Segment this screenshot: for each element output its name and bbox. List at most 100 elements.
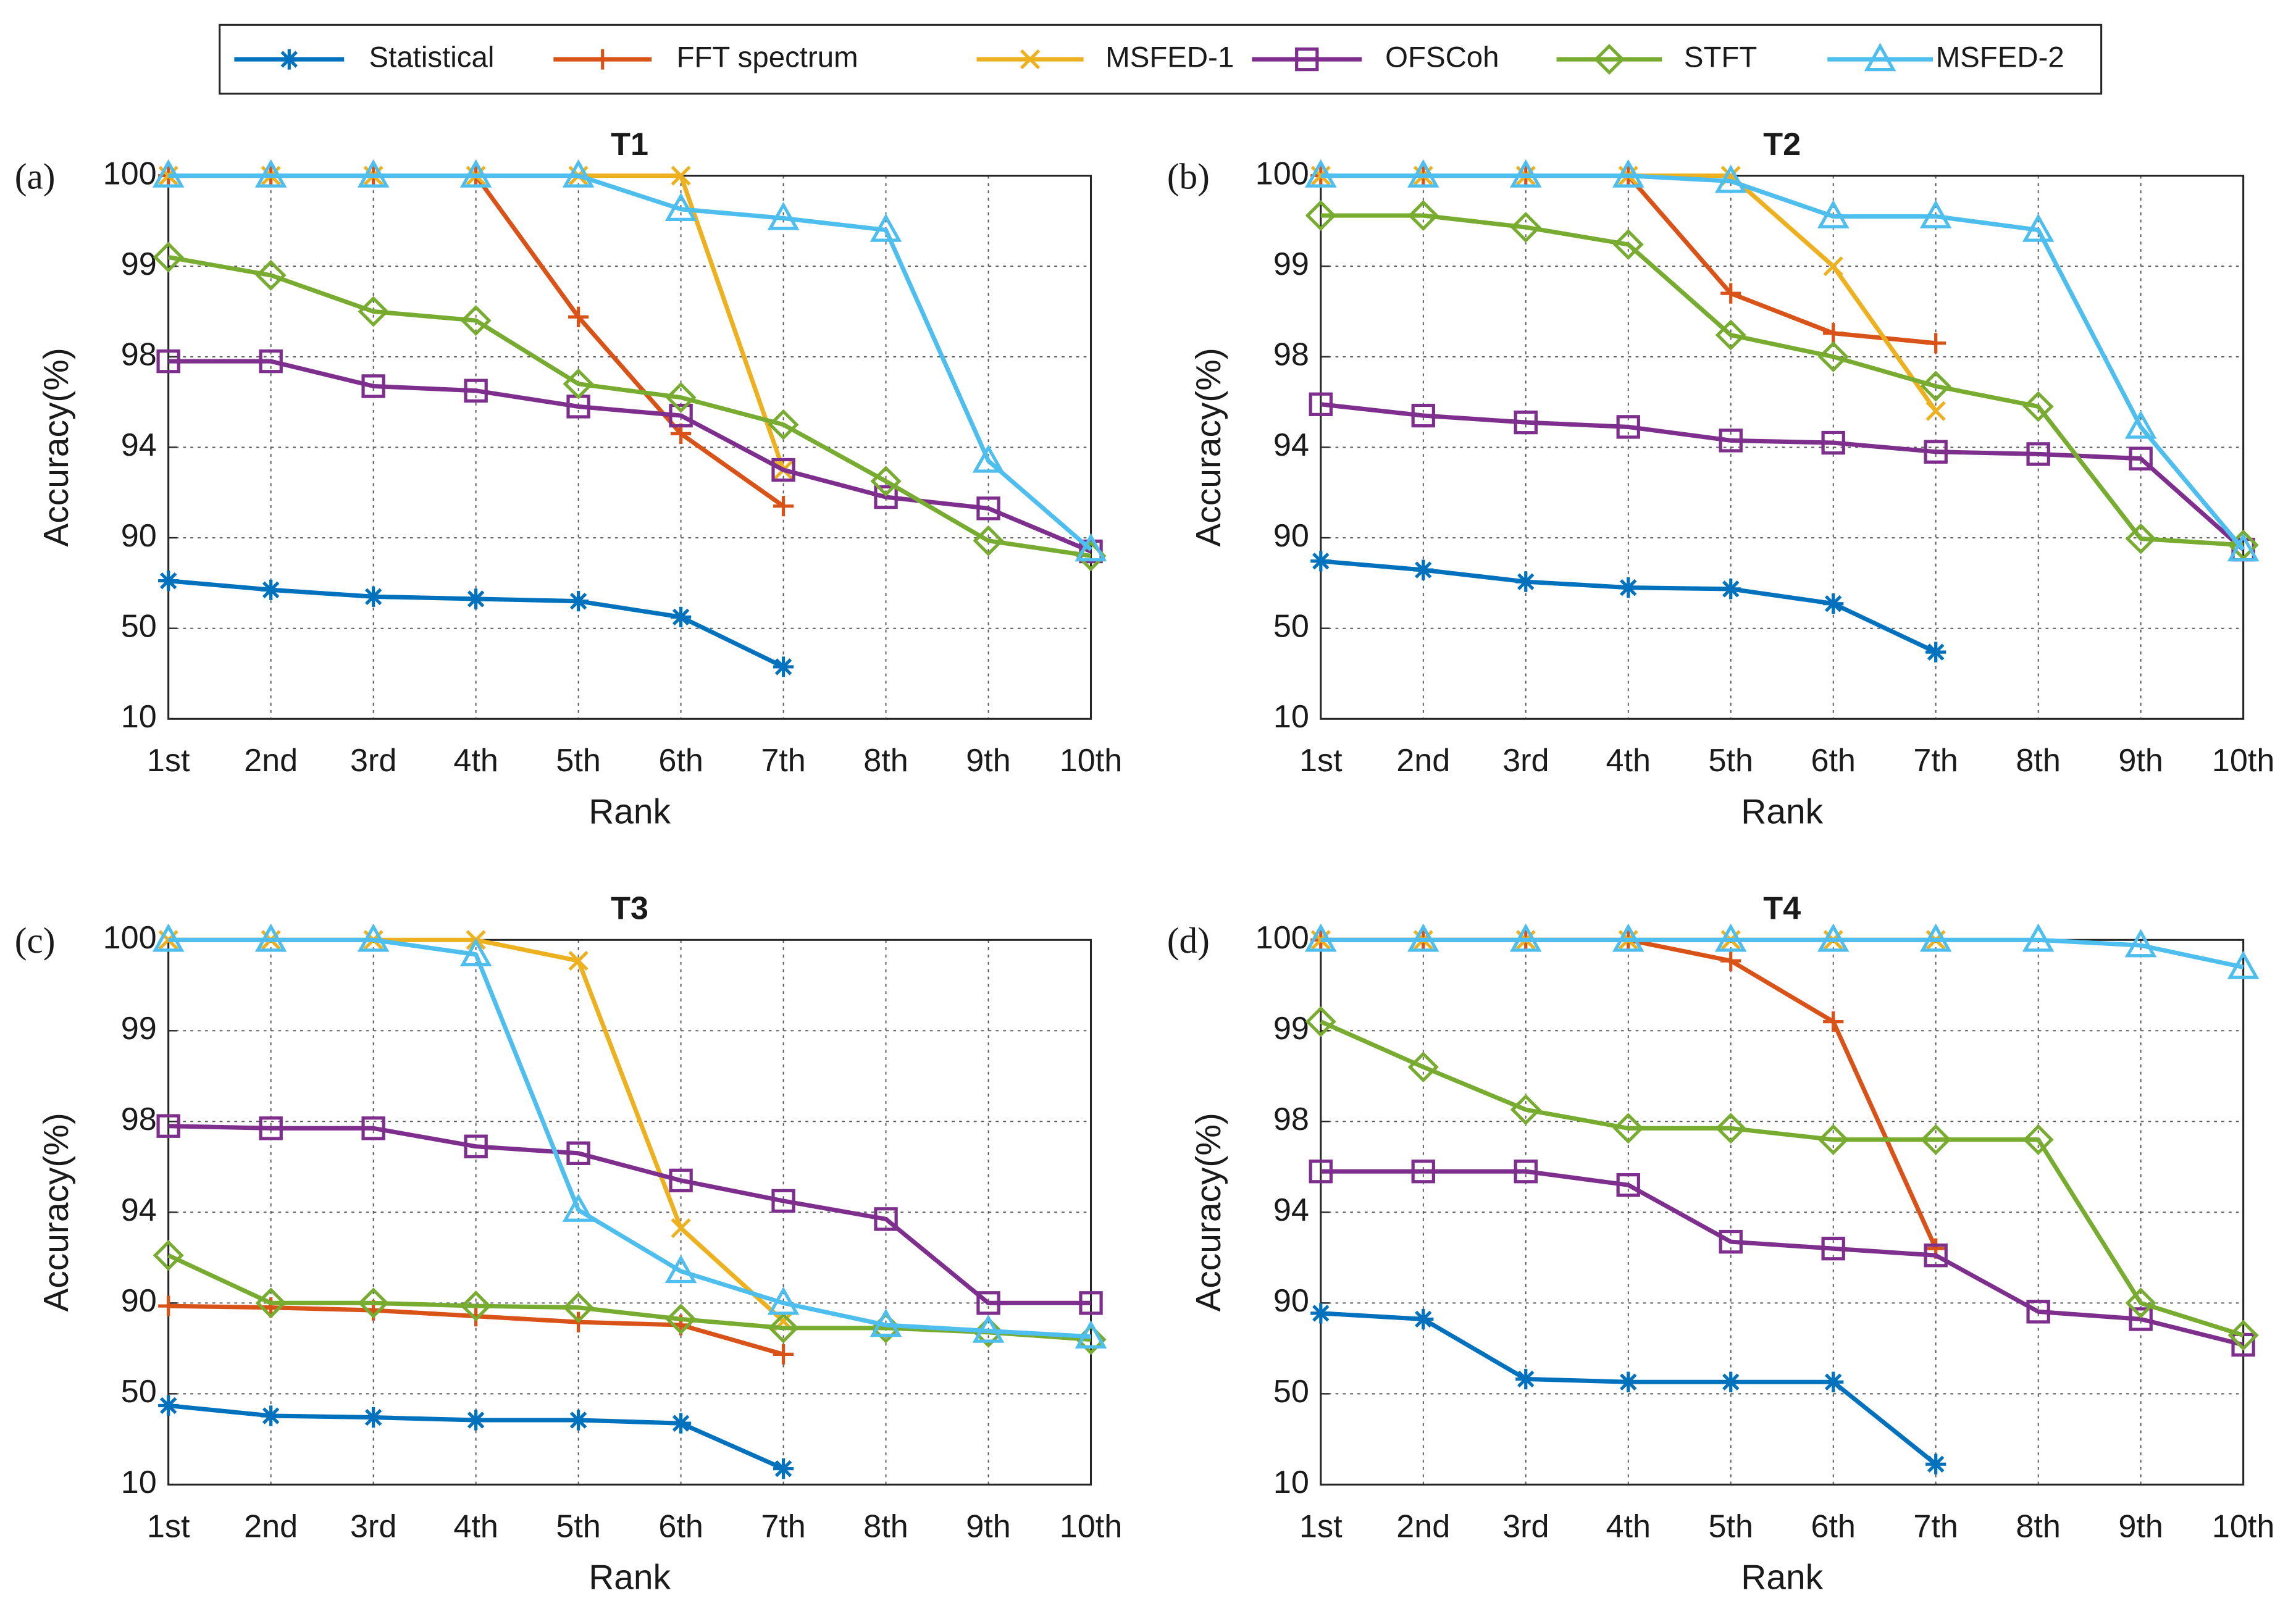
marker xyxy=(2125,1287,2156,1319)
y-tick-label: 50 xyxy=(121,1374,157,1410)
chart-title: T3 xyxy=(611,891,648,927)
marker xyxy=(771,1189,795,1213)
marker xyxy=(1925,642,1946,663)
marker xyxy=(1612,228,1644,261)
marker xyxy=(568,951,589,971)
marker xyxy=(358,296,389,327)
y-tick-label: 94 xyxy=(1273,427,1309,463)
y-tick-label: 50 xyxy=(1273,1374,1309,1410)
marker xyxy=(972,444,1005,473)
legend-marker xyxy=(1020,49,1041,70)
marker xyxy=(1823,1011,1844,1032)
x-tick-label: 6th xyxy=(658,1508,703,1544)
marker xyxy=(1919,199,1952,228)
marker xyxy=(2129,1307,2153,1331)
marker xyxy=(261,1405,282,1426)
marker xyxy=(363,1407,384,1428)
marker xyxy=(1920,1124,1951,1155)
marker xyxy=(466,1306,487,1327)
marker xyxy=(156,1114,180,1138)
y-axis-label: Accuracy(%) xyxy=(1189,348,1228,546)
marker xyxy=(466,1410,487,1431)
marker xyxy=(1618,1371,1639,1392)
x-tick-label: 9th xyxy=(2118,1508,2163,1544)
chart-title: T1 xyxy=(611,127,648,162)
marker xyxy=(460,305,492,337)
marker xyxy=(767,201,800,230)
marker xyxy=(2129,446,2153,470)
y-axis-label: Accuracy(%) xyxy=(36,1113,76,1311)
marker xyxy=(1925,401,1946,421)
marker xyxy=(459,159,492,188)
legend-label: MSFED-1 xyxy=(1105,41,1234,74)
marker xyxy=(254,923,287,952)
x-tick-label: 5th xyxy=(1708,743,1753,779)
x-tick-label: 2nd xyxy=(244,1508,298,1544)
x-tick-label: 5th xyxy=(1708,1508,1753,1544)
y-tick-label: 99 xyxy=(1273,1011,1309,1047)
x-tick-label: 8th xyxy=(2016,1508,2061,1544)
marker xyxy=(1411,1159,1435,1184)
series-line xyxy=(168,173,1092,551)
marker xyxy=(460,1290,492,1322)
marker xyxy=(972,1314,1005,1343)
x-tick-label: 6th xyxy=(1811,1508,1856,1544)
marker xyxy=(1407,159,1439,188)
y-tick-label: 10 xyxy=(1273,699,1309,735)
y-tick-label: 90 xyxy=(1273,518,1309,554)
y-tick-label: 10 xyxy=(121,699,157,735)
marker xyxy=(363,586,384,607)
series-line xyxy=(168,937,1091,1339)
marker xyxy=(1618,577,1639,598)
marker xyxy=(1719,429,1743,453)
marker xyxy=(1310,551,1331,572)
marker xyxy=(773,1458,794,1479)
marker xyxy=(259,349,283,374)
marker xyxy=(1510,1094,1541,1126)
marker xyxy=(1823,1371,1844,1392)
marker xyxy=(1715,319,1746,351)
x-tick-label: 4th xyxy=(453,743,498,779)
marker xyxy=(153,241,184,273)
marker xyxy=(1714,164,1747,193)
marker xyxy=(1079,1291,1103,1315)
marker xyxy=(255,259,287,291)
marker xyxy=(1310,1303,1331,1324)
y-tick-label: 94 xyxy=(1273,1192,1309,1228)
x-axis-label: Rank xyxy=(589,792,671,831)
panel: 10 50 90 94 98 99 100 1st 2nd 3rd 4th 5th 6th 7th 8th 9… xyxy=(1167,127,2275,832)
marker xyxy=(773,496,794,517)
legend-marker xyxy=(279,49,300,70)
marker xyxy=(973,1316,1004,1348)
marker xyxy=(1715,1113,1746,1144)
x-tick-label: 5th xyxy=(556,743,601,779)
legend-marker xyxy=(1864,43,1896,72)
marker xyxy=(562,159,595,188)
panel-label: (b) xyxy=(1167,156,1210,196)
marker xyxy=(1714,923,1747,952)
marker xyxy=(357,159,390,188)
y-tick-label: 99 xyxy=(121,1011,157,1047)
y-tick-label: 98 xyxy=(1273,1102,1309,1137)
plot-frame xyxy=(1320,175,2245,720)
marker xyxy=(1720,1371,1741,1392)
marker xyxy=(566,1141,590,1165)
x-tick-label: 4th xyxy=(1606,743,1651,779)
marker xyxy=(158,1295,179,1316)
marker xyxy=(773,656,794,677)
marker xyxy=(464,378,488,403)
marker xyxy=(568,591,589,612)
x-tick-label: 1st xyxy=(147,1508,190,1544)
marker xyxy=(2022,923,2055,952)
x-tick-label: 9th xyxy=(966,743,1011,779)
x-tick-label: 1st xyxy=(147,743,190,779)
marker xyxy=(1075,533,1107,562)
y-tick-label: 94 xyxy=(121,1192,157,1228)
marker xyxy=(1075,1320,1107,1348)
x-tick-label: 4th xyxy=(453,1508,498,1544)
marker xyxy=(2026,1300,2050,1324)
x-tick-label: 2nd xyxy=(244,743,298,779)
marker xyxy=(1719,1229,1743,1254)
